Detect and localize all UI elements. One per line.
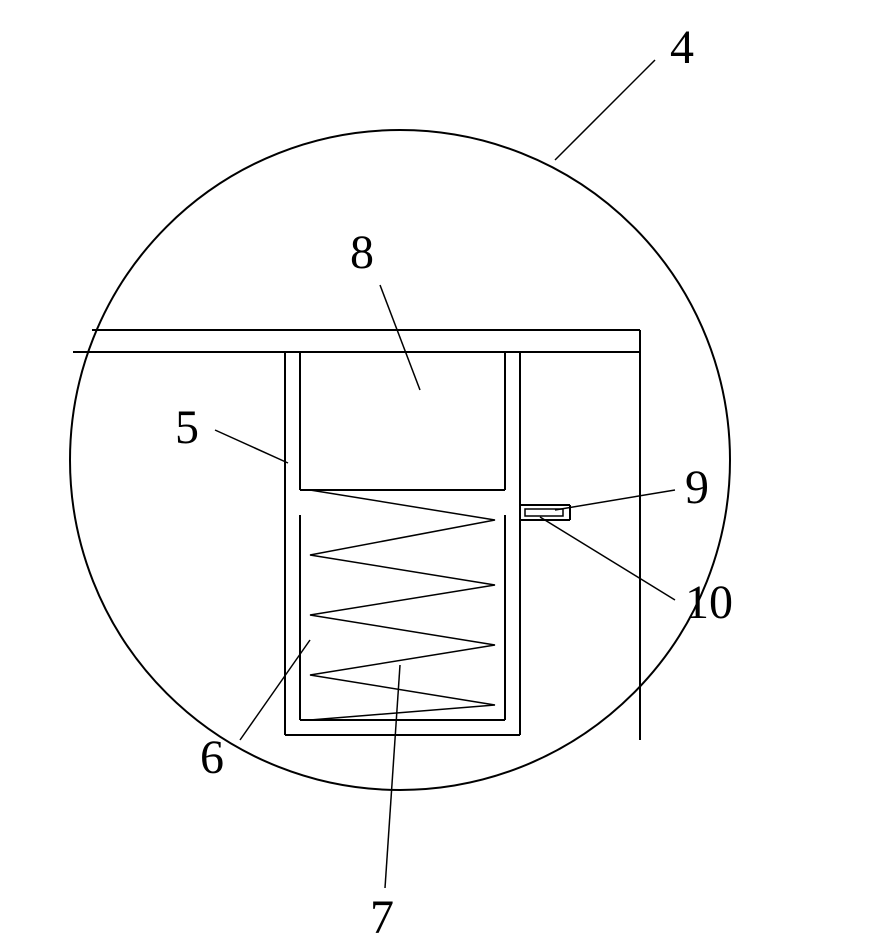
label-7: 7 bbox=[370, 890, 394, 945]
spring-zigzag bbox=[310, 490, 495, 720]
label-5: 5 bbox=[175, 400, 199, 455]
leader-5 bbox=[215, 430, 288, 463]
engineering-diagram: 4 8 5 6 7 9 10 bbox=[0, 0, 870, 940]
leader-4 bbox=[555, 60, 655, 160]
leader-10 bbox=[540, 517, 675, 600]
label-6: 6 bbox=[200, 730, 224, 785]
label-4: 4 bbox=[670, 20, 694, 75]
label-8: 8 bbox=[350, 225, 374, 280]
leader-7 bbox=[385, 665, 400, 888]
label-10: 10 bbox=[685, 575, 733, 630]
diagram-svg bbox=[0, 0, 870, 940]
outer-circle bbox=[70, 130, 730, 790]
leader-9 bbox=[555, 490, 675, 510]
leader-8 bbox=[380, 285, 420, 390]
label-9: 9 bbox=[685, 460, 709, 515]
